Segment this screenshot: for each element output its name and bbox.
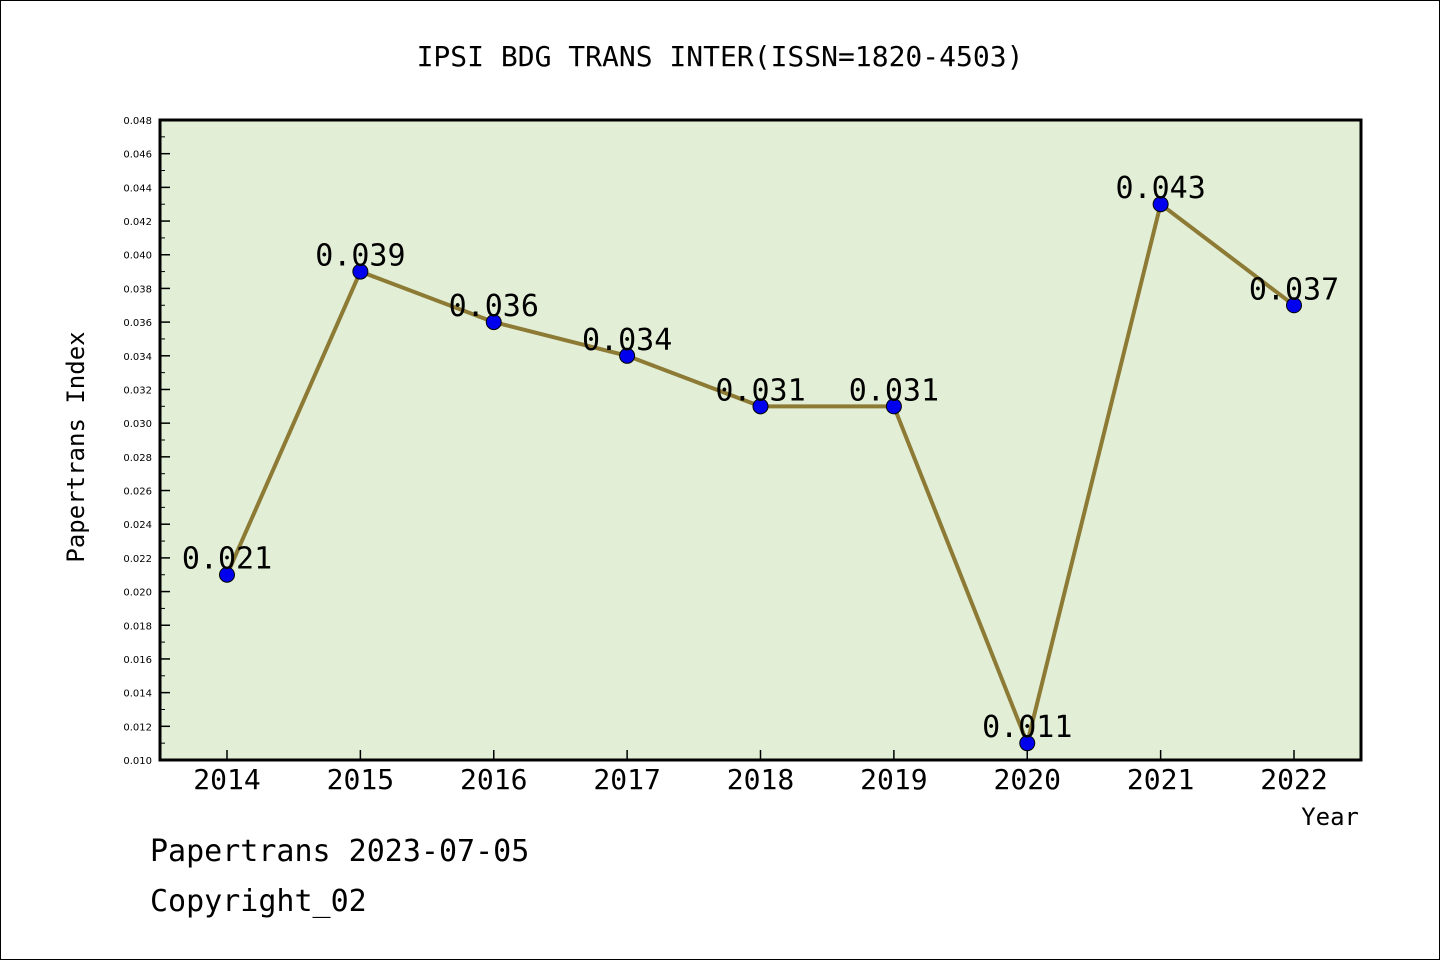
y-tick-label: 0.022 bbox=[123, 554, 152, 565]
data-point bbox=[1286, 297, 1302, 314]
data-label: 0.036 bbox=[449, 289, 539, 324]
chart-title: IPSI BDG TRANS INTER(ISSN=1820-4503) bbox=[417, 40, 1024, 73]
data-label: 0.011 bbox=[982, 710, 1072, 745]
footer-copyright: Copyright_02 bbox=[150, 884, 367, 919]
y-tick-label: 0.028 bbox=[123, 453, 152, 464]
x-tick-label: 2020 bbox=[994, 763, 1061, 796]
data-point bbox=[619, 347, 636, 364]
data-label: 0.021 bbox=[182, 542, 272, 577]
x-tick-label: 2014 bbox=[193, 763, 260, 796]
data-label: 0.031 bbox=[715, 373, 805, 408]
x-axis: 2014 2015 2016 2017 2018 2019 2020 2021 2022 bbox=[193, 750, 1328, 796]
x-axis-label: Year bbox=[1301, 803, 1359, 831]
y-tick-label: 0.026 bbox=[123, 487, 152, 498]
x-tick-label: 2018 bbox=[727, 763, 794, 796]
data-point bbox=[485, 314, 502, 331]
y-tick-label: 0.038 bbox=[123, 284, 152, 295]
y-tick-label: 0.014 bbox=[123, 689, 152, 700]
y-tick-label: 0.034 bbox=[123, 352, 152, 363]
x-tick-label: 2019 bbox=[860, 763, 927, 796]
y-tick-label: 0.036 bbox=[123, 318, 152, 329]
y-tick-label: 0.024 bbox=[123, 520, 152, 531]
y-tick-label: 0.048 bbox=[123, 116, 152, 127]
data-label: 0.037 bbox=[1249, 272, 1339, 307]
y-tick-label: 0.030 bbox=[123, 419, 152, 430]
y-tick-label: 0.032 bbox=[123, 385, 152, 396]
data-point bbox=[1019, 735, 1036, 752]
data-point bbox=[752, 398, 769, 415]
x-tick-label: 2017 bbox=[593, 763, 660, 796]
y-axis-label: Papertrans Index bbox=[62, 331, 90, 562]
y-tick-label: 0.010 bbox=[123, 756, 152, 767]
data-point bbox=[1152, 196, 1169, 213]
data-point bbox=[219, 566, 235, 583]
x-tick-label: 2022 bbox=[1260, 763, 1327, 796]
data-point bbox=[885, 398, 902, 415]
y-tick-label: 0.042 bbox=[123, 217, 152, 228]
x-tick-label: 2021 bbox=[1127, 763, 1194, 796]
data-label: 0.039 bbox=[315, 239, 405, 274]
data-point bbox=[352, 263, 369, 280]
y-axis: 0.010 0.012 0.014 0.016 0.018 0.020 0.022 0.024… bbox=[123, 116, 170, 767]
y-tick-label: 0.012 bbox=[123, 722, 152, 733]
y-tick-label: 0.040 bbox=[123, 251, 152, 262]
footer-date: Papertrans 2023-07-05 bbox=[150, 834, 530, 869]
data-label: 0.034 bbox=[582, 323, 672, 358]
y-tick-label: 0.044 bbox=[123, 183, 152, 194]
y-tick-label: 0.020 bbox=[123, 588, 152, 599]
y-tick-label: 0.016 bbox=[123, 655, 152, 666]
data-label: 0.043 bbox=[1115, 171, 1205, 206]
data-labels: 0.021 0.039 0.036 0.034 0.031 0.031 0.011 0.043… bbox=[182, 171, 1339, 745]
y-tick-label: 0.018 bbox=[123, 621, 152, 632]
y-tick-label: 0.046 bbox=[123, 150, 152, 161]
x-tick-label: 2015 bbox=[327, 763, 394, 796]
plot-area bbox=[158, 118, 1363, 762]
data-label: 0.031 bbox=[849, 373, 939, 408]
x-tick-label: 2016 bbox=[460, 763, 527, 796]
data-points bbox=[219, 196, 1302, 752]
